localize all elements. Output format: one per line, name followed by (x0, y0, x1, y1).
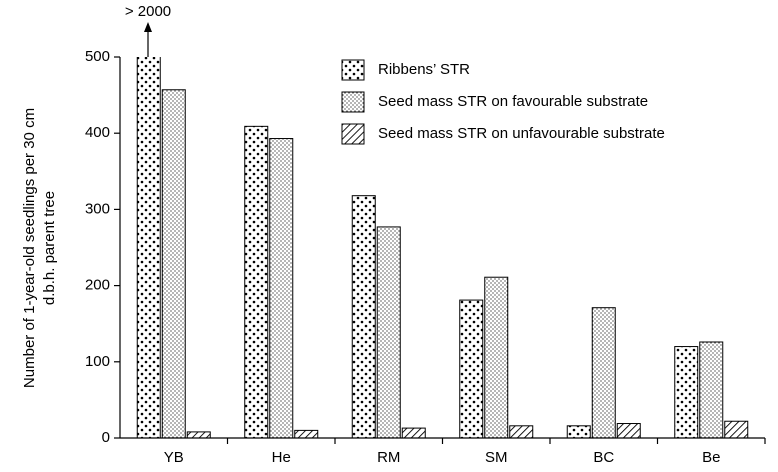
y-tick-label: 0 (102, 429, 110, 446)
y-tick-label: 500 (85, 48, 110, 65)
bar (351, 195, 376, 439)
y-tick-label: 200 (85, 277, 110, 294)
x-tick-label: Be (702, 449, 720, 466)
x-tick-label: RM (377, 449, 400, 466)
y-tick-label: 300 (85, 200, 110, 217)
bar (269, 138, 294, 439)
x-tick-label: YB (164, 449, 184, 466)
bar (591, 307, 616, 439)
bar (616, 423, 641, 439)
annotation: > 2000 (125, 3, 171, 20)
bar (401, 427, 426, 439)
y-axis-label: Number of 1-year-old seedlings per 30 cm (21, 108, 38, 388)
legend-label: Ribbens’ STR (378, 61, 470, 78)
bar (484, 276, 509, 439)
legend-label: Seed mass STR on favourable substrate (378, 93, 648, 110)
legend-swatch (341, 123, 365, 145)
bar (186, 431, 211, 439)
bar (566, 425, 591, 439)
legend-label: Seed mass STR on unfavourable substrate (378, 125, 665, 142)
bar (376, 226, 401, 439)
bar (294, 429, 319, 439)
bar (674, 346, 699, 439)
bar (699, 341, 724, 439)
x-tick-label: He (272, 449, 291, 466)
legend-swatch (341, 91, 365, 113)
bar (161, 89, 186, 439)
bar (244, 125, 269, 439)
y-axis-label: d.b.h. parent tree (41, 191, 58, 305)
bar (459, 299, 484, 439)
arrow-head (144, 22, 152, 32)
bar (509, 425, 534, 439)
y-tick-label: 400 (85, 124, 110, 141)
x-tick-label: SM (485, 449, 508, 466)
legend-swatch (341, 59, 365, 81)
x-tick-label: BC (593, 449, 614, 466)
y-tick-label: 100 (85, 353, 110, 370)
bar (136, 57, 161, 439)
bar (724, 420, 749, 439)
